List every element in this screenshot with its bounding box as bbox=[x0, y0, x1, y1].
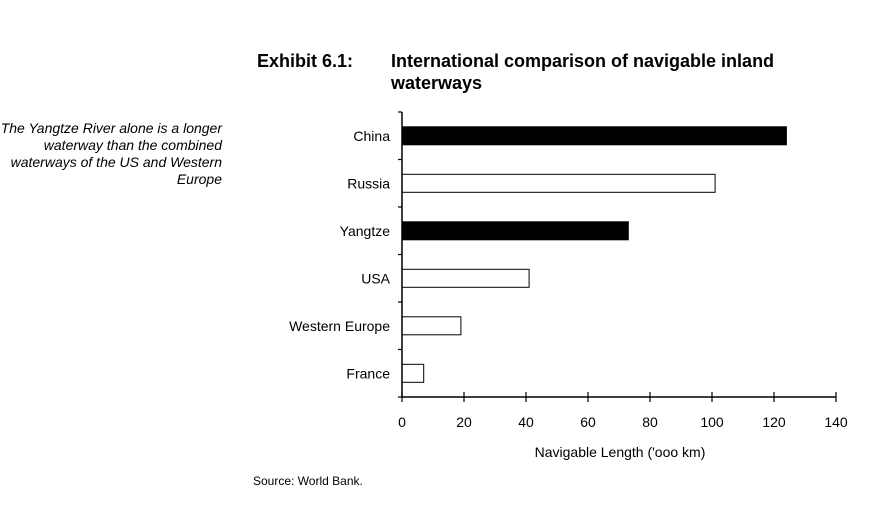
x-tick-label: 80 bbox=[642, 414, 658, 430]
category-label-france: France bbox=[346, 365, 390, 381]
side-note: The Yangtze River alone is a longer wate… bbox=[0, 120, 222, 187]
x-tick-label: 60 bbox=[580, 414, 596, 430]
bar-western-europe bbox=[401, 316, 462, 336]
x-tick-label: 120 bbox=[762, 414, 786, 430]
exhibit-label: Exhibit 6.1: bbox=[257, 51, 354, 71]
x-tick-label: 40 bbox=[518, 414, 534, 430]
bar-france bbox=[401, 363, 425, 383]
bar-yangtze bbox=[401, 221, 629, 241]
bars-layer: China Russia Yangtze USA Western Europe Franc… bbox=[289, 126, 787, 383]
chart-title: International comparison of navigable in… bbox=[391, 51, 775, 93]
axes-layer: 0 20 40 60 80 100 120 140 bbox=[398, 111, 848, 430]
category-label-western-europe: Western Europe bbox=[289, 318, 390, 334]
bar-china bbox=[401, 126, 787, 146]
category-label-yangtze: Yangtze bbox=[340, 223, 391, 239]
category-label-usa: USA bbox=[361, 270, 390, 286]
source-note: Source: World Bank. bbox=[253, 474, 363, 488]
bar-russia bbox=[401, 173, 716, 193]
bar-usa bbox=[401, 268, 530, 288]
x-tick-label: 0 bbox=[398, 414, 406, 430]
x-tick-label: 140 bbox=[824, 414, 848, 430]
x-tick-label: 20 bbox=[456, 414, 472, 430]
category-label-russia: Russia bbox=[347, 175, 390, 191]
category-label-china: China bbox=[353, 128, 390, 144]
x-axis-label: Navigable Length ('ooo km) bbox=[535, 444, 706, 460]
x-tick-label: 100 bbox=[700, 414, 724, 430]
